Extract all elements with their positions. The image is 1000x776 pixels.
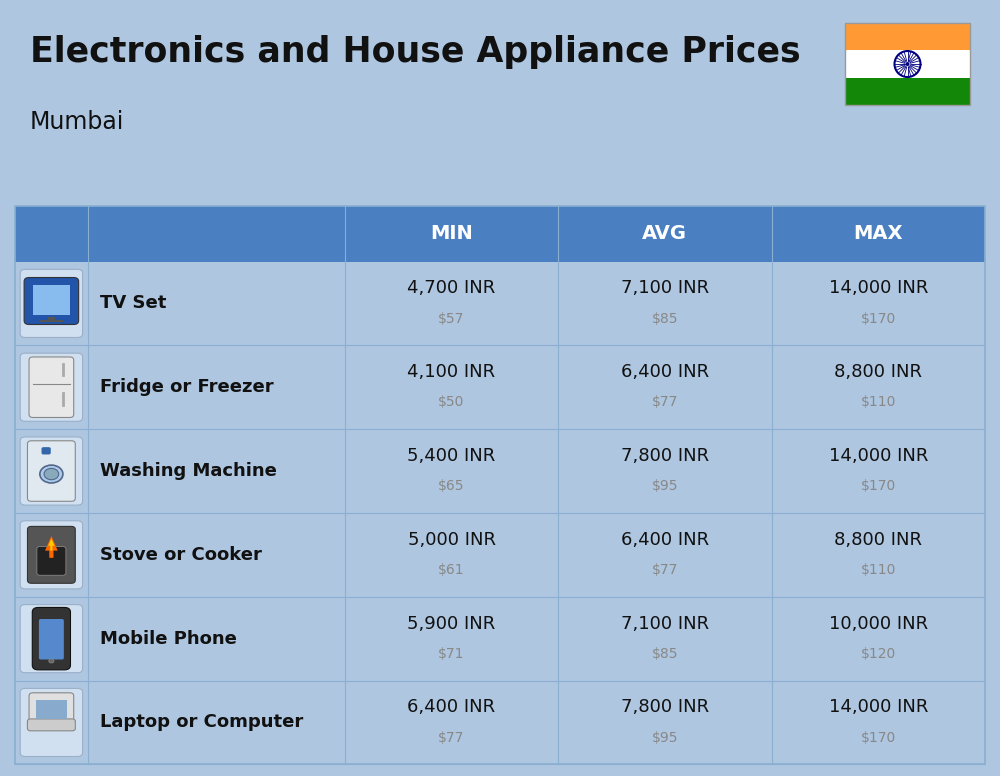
- Text: 5,400 INR: 5,400 INR: [407, 447, 496, 465]
- Text: $170: $170: [861, 730, 896, 744]
- Text: 7,800 INR: 7,800 INR: [621, 698, 709, 716]
- FancyBboxPatch shape: [36, 699, 67, 719]
- Text: $170: $170: [861, 479, 896, 493]
- FancyBboxPatch shape: [33, 285, 70, 314]
- FancyArrow shape: [48, 539, 55, 551]
- Text: $95: $95: [652, 479, 678, 493]
- Text: $71: $71: [438, 646, 465, 660]
- FancyBboxPatch shape: [37, 546, 66, 575]
- Circle shape: [44, 469, 59, 480]
- Text: 7,100 INR: 7,100 INR: [621, 279, 709, 297]
- Text: $85: $85: [652, 311, 678, 325]
- Text: 8,800 INR: 8,800 INR: [834, 531, 922, 549]
- Text: 4,100 INR: 4,100 INR: [407, 363, 496, 381]
- FancyBboxPatch shape: [20, 437, 83, 505]
- Text: 14,000 INR: 14,000 INR: [829, 698, 928, 716]
- FancyBboxPatch shape: [15, 597, 985, 681]
- FancyBboxPatch shape: [15, 429, 985, 513]
- Text: $77: $77: [652, 395, 678, 409]
- Text: $110: $110: [861, 395, 896, 409]
- FancyBboxPatch shape: [48, 317, 55, 322]
- Text: 4,700 INR: 4,700 INR: [407, 279, 496, 297]
- FancyBboxPatch shape: [15, 345, 985, 429]
- Text: $77: $77: [438, 730, 465, 744]
- Text: TV Set: TV Set: [100, 294, 166, 313]
- FancyBboxPatch shape: [39, 619, 64, 660]
- Text: Washing Machine: Washing Machine: [100, 462, 277, 480]
- Text: 5,900 INR: 5,900 INR: [407, 615, 496, 632]
- FancyBboxPatch shape: [20, 521, 83, 589]
- FancyBboxPatch shape: [29, 693, 74, 724]
- Text: $170: $170: [861, 311, 896, 325]
- Text: MIN: MIN: [430, 224, 473, 243]
- Text: Fridge or Freezer: Fridge or Freezer: [100, 378, 273, 397]
- Text: 14,000 INR: 14,000 INR: [829, 279, 928, 297]
- Text: $85: $85: [652, 646, 678, 660]
- Text: $50: $50: [438, 395, 465, 409]
- FancyBboxPatch shape: [845, 23, 970, 50]
- FancyBboxPatch shape: [20, 269, 83, 338]
- Text: Mumbai: Mumbai: [30, 110, 124, 134]
- FancyBboxPatch shape: [32, 608, 70, 670]
- FancyBboxPatch shape: [845, 78, 970, 105]
- FancyBboxPatch shape: [15, 206, 985, 262]
- FancyBboxPatch shape: [15, 262, 985, 345]
- FancyBboxPatch shape: [15, 681, 985, 764]
- Text: $77: $77: [652, 563, 678, 577]
- FancyBboxPatch shape: [845, 50, 970, 78]
- Text: 7,800 INR: 7,800 INR: [621, 447, 709, 465]
- Text: 10,000 INR: 10,000 INR: [829, 615, 928, 632]
- FancyBboxPatch shape: [15, 513, 985, 597]
- FancyBboxPatch shape: [20, 353, 83, 421]
- Text: MAX: MAX: [854, 224, 903, 243]
- FancyBboxPatch shape: [27, 719, 75, 731]
- Circle shape: [49, 659, 54, 663]
- Text: $65: $65: [438, 479, 465, 493]
- Text: $110: $110: [861, 563, 896, 577]
- Text: $57: $57: [438, 311, 465, 325]
- FancyArrow shape: [45, 536, 58, 558]
- Text: Mobile Phone: Mobile Phone: [100, 629, 237, 648]
- Text: Electronics and House Appliance Prices: Electronics and House Appliance Prices: [30, 35, 801, 69]
- FancyBboxPatch shape: [42, 447, 51, 455]
- FancyBboxPatch shape: [27, 441, 75, 501]
- Text: $61: $61: [438, 563, 465, 577]
- FancyBboxPatch shape: [40, 320, 63, 322]
- Text: AVG: AVG: [642, 224, 687, 243]
- FancyBboxPatch shape: [29, 357, 74, 417]
- Text: 5,000 INR: 5,000 INR: [408, 531, 496, 549]
- Text: $95: $95: [652, 730, 678, 744]
- Text: 14,000 INR: 14,000 INR: [829, 447, 928, 465]
- Text: 6,400 INR: 6,400 INR: [621, 531, 709, 549]
- FancyBboxPatch shape: [20, 605, 83, 673]
- Ellipse shape: [906, 62, 910, 66]
- Text: Laptop or Computer: Laptop or Computer: [100, 713, 303, 732]
- FancyBboxPatch shape: [24, 278, 79, 324]
- FancyBboxPatch shape: [27, 526, 75, 584]
- Text: $120: $120: [861, 646, 896, 660]
- Text: 6,400 INR: 6,400 INR: [621, 363, 709, 381]
- Text: 8,800 INR: 8,800 INR: [834, 363, 922, 381]
- Text: 7,100 INR: 7,100 INR: [621, 615, 709, 632]
- FancyBboxPatch shape: [20, 688, 83, 757]
- Circle shape: [40, 465, 63, 483]
- Text: Stove or Cooker: Stove or Cooker: [100, 546, 262, 564]
- Text: 6,400 INR: 6,400 INR: [407, 698, 496, 716]
